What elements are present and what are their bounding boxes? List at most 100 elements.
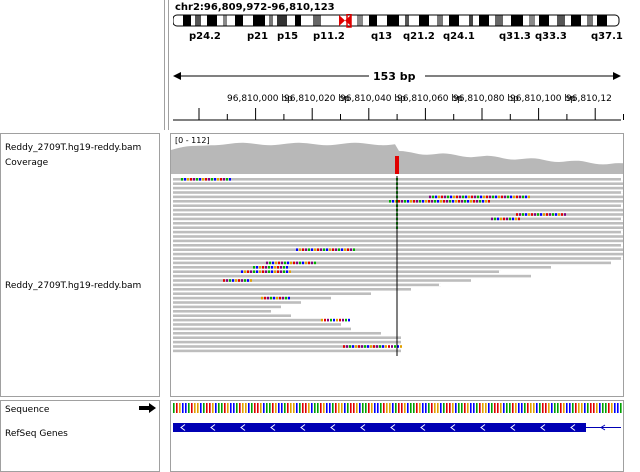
mismatch-base <box>482 200 484 203</box>
sequence-base <box>326 403 328 413</box>
mismatch-base <box>468 195 470 199</box>
ruler-tick-2: 96,810,040 bp <box>340 94 406 104</box>
mismatch-base <box>398 200 400 203</box>
sequence-base <box>485 403 487 413</box>
mismatch-base <box>464 200 466 203</box>
cytoband <box>495 15 503 26</box>
sequence-base <box>305 403 307 413</box>
sequence-base <box>533 403 535 413</box>
mismatch-base <box>259 270 261 273</box>
mismatch-base <box>265 266 267 269</box>
read <box>173 305 281 309</box>
mismatch-base <box>440 200 442 203</box>
feature-view[interactable] <box>171 401 623 441</box>
mismatch-base <box>305 248 307 251</box>
mismatch-base <box>480 195 482 199</box>
mismatch-base <box>477 195 479 199</box>
mismatch-base <box>413 200 415 203</box>
mismatch-base <box>429 195 431 199</box>
mismatch-base <box>518 217 520 221</box>
mismatch-base <box>391 345 393 348</box>
cytoband <box>183 15 191 26</box>
ruler-tick-5: 96,810,100 bp <box>510 94 576 104</box>
sequence-base <box>443 403 445 413</box>
cytoband-label: p15 <box>277 31 298 42</box>
sequence-base <box>386 403 388 413</box>
sequence-base <box>239 403 241 413</box>
sequence-base <box>248 403 250 413</box>
sequence-base <box>617 403 619 413</box>
mismatch-base <box>507 195 509 199</box>
mismatch-base <box>346 345 348 348</box>
sequence-base <box>572 403 574 413</box>
sequence-base <box>584 403 586 413</box>
sequence-base <box>212 403 214 413</box>
mismatch-base <box>223 279 225 282</box>
sequence-base <box>521 403 523 413</box>
sequence-base <box>575 403 577 413</box>
sequence-base <box>407 403 409 413</box>
mismatch-base <box>280 270 282 273</box>
sequence-base <box>527 403 529 413</box>
sequence-base <box>380 403 382 413</box>
sequence-base <box>434 403 436 413</box>
sequence-base <box>482 403 484 413</box>
sequence-base <box>548 403 550 413</box>
mismatch-base <box>341 248 343 251</box>
track-name-panel: Reddy_2709T.hg19-reddy.bam Coverage Redd… <box>0 133 160 397</box>
sequence-base <box>260 403 262 413</box>
sequence-base <box>479 403 481 413</box>
read-gap <box>621 191 623 194</box>
cytoband <box>207 15 217 26</box>
chromosome-ideogram[interactable]: p24.2 p21 p15 p11.2 q13 q21.2 q24.1 q31.3 q33.3 q… <box>173 14 625 54</box>
mismatch-base <box>184 178 186 181</box>
sequence-base <box>188 403 190 413</box>
mismatch-base <box>338 248 340 251</box>
mismatch-base <box>428 200 430 203</box>
mismatch-base <box>555 213 557 216</box>
mismatch-base <box>327 318 329 322</box>
mismatch-base <box>329 248 331 251</box>
sequence-base <box>194 403 196 413</box>
sequence-track-name[interactable]: Sequence <box>5 405 50 415</box>
strand-arrow <box>360 424 366 431</box>
sequence-base <box>179 403 181 413</box>
sequence-base <box>383 403 385 413</box>
cytoband-label: q33.3 <box>535 31 567 42</box>
read <box>173 230 623 234</box>
genes-track-name[interactable]: RefSeq Genes <box>5 429 68 439</box>
mismatch-base <box>441 195 443 199</box>
sequence-base <box>395 403 397 413</box>
arrow-right-icon[interactable] <box>139 403 157 413</box>
alignment-panel[interactable]: [0 - 112] <box>170 133 624 397</box>
sequence-base <box>524 403 526 413</box>
sequence-base <box>302 403 304 413</box>
mismatch-base <box>285 296 287 300</box>
cytoband <box>449 15 459 26</box>
sequence-base <box>593 403 595 413</box>
mismatch-base <box>394 345 396 348</box>
mismatch-base <box>564 213 566 216</box>
alignment-view[interactable] <box>171 134 623 396</box>
alignment-track-name[interactable]: Reddy_2709T.hg19-reddy.bam <box>5 281 142 291</box>
mismatch-base <box>199 178 201 181</box>
mismatch-base <box>267 296 269 300</box>
feature-data-panel[interactable] <box>170 400 624 472</box>
mismatch-base <box>452 200 454 203</box>
mismatch-base <box>473 200 475 203</box>
mismatch-base <box>474 195 476 199</box>
mismatch-base <box>382 345 384 348</box>
cytoband <box>253 15 265 26</box>
read <box>173 239 623 243</box>
sequence-base <box>224 403 226 413</box>
mismatch-base <box>504 195 506 199</box>
mismatch-base <box>397 345 399 348</box>
mismatch-base <box>308 248 310 251</box>
sequence-base <box>320 403 322 413</box>
sequence-base <box>275 403 277 413</box>
read <box>173 296 331 300</box>
sequence-base <box>338 403 340 413</box>
coverage-track-name[interactable]: Reddy_2709T.hg19-reddy.bam Coverage <box>5 143 142 168</box>
mismatch-base <box>323 248 325 251</box>
read <box>173 283 441 287</box>
